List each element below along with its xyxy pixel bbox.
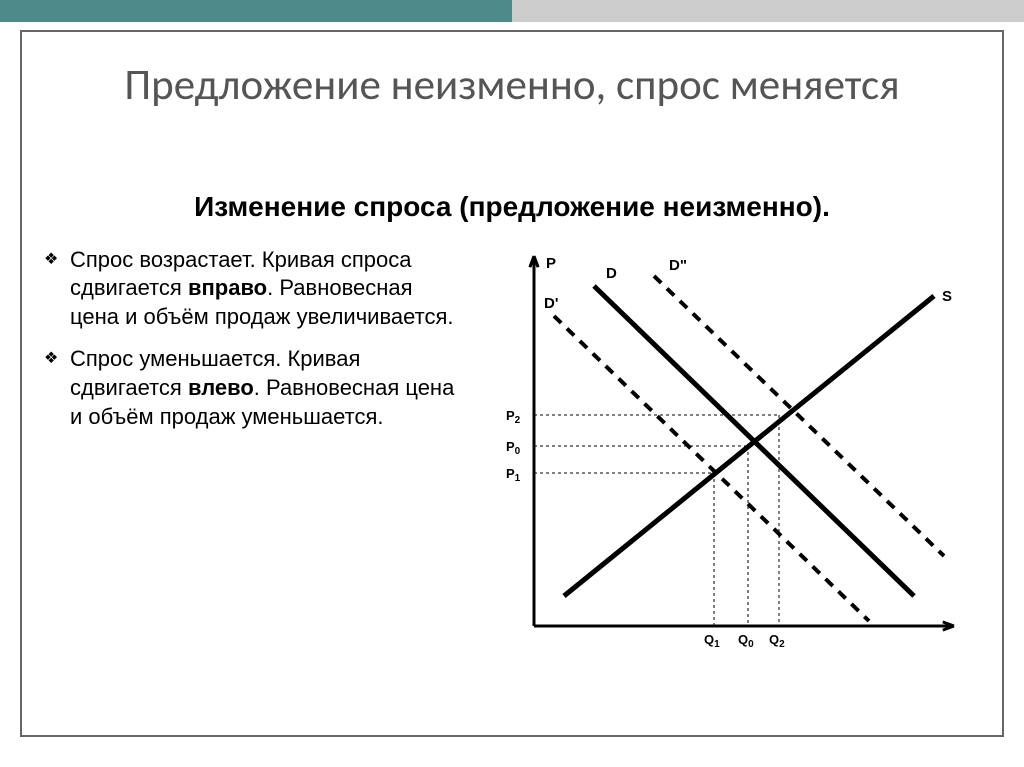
svg-text:S: S — [942, 288, 952, 305]
bullet-item: ❖ Спрос возрастает. Кривая спроса сдвига… — [44, 246, 464, 332]
chart-container: S D' D" D P P2 P0 P1 Q1 Q0 Q2 — [474, 246, 980, 666]
bullet-bold: вправо — [188, 275, 267, 300]
bullet-text: Спрос возрастает. Кривая спроса сдвигает… — [70, 246, 464, 332]
svg-text:P1: P1 — [506, 466, 521, 484]
svg-text:P0: P0 — [506, 439, 521, 457]
svg-text:D": D" — [669, 257, 687, 274]
bullet-list: ❖ Спрос возрастает. Кривая спроса сдвига… — [44, 246, 464, 666]
subtitle: Изменение спроса (предложение неизменно)… — [44, 190, 980, 224]
slide-title: Предложение неизменно, спрос меняется — [0, 60, 1024, 109]
svg-text:P: P — [546, 255, 556, 272]
svg-text:Q2: Q2 — [769, 632, 785, 650]
bullet-item: ❖ Спрос уменьшается. Кривая сдвигается в… — [44, 345, 464, 431]
supply-demand-chart: S D' D" D P P2 P0 P1 Q1 Q0 Q2 — [474, 246, 964, 666]
svg-text:P2: P2 — [506, 408, 521, 426]
content-area: Изменение спроса (предложение неизменно)… — [44, 190, 980, 727]
svg-text:D: D — [606, 265, 617, 282]
accent-gray — [512, 0, 1024, 22]
bullet-text: Спрос уменьшается. Кривая сдвигается вле… — [70, 345, 464, 431]
svg-text:D': D' — [544, 295, 558, 312]
svg-text:Q1: Q1 — [704, 632, 720, 650]
accent-teal — [0, 0, 512, 22]
bullet-marker-icon: ❖ — [44, 246, 70, 332]
svg-text:Q0: Q0 — [738, 632, 754, 650]
bullet-marker-icon: ❖ — [44, 345, 70, 431]
bullet-bold: влево — [188, 375, 254, 400]
